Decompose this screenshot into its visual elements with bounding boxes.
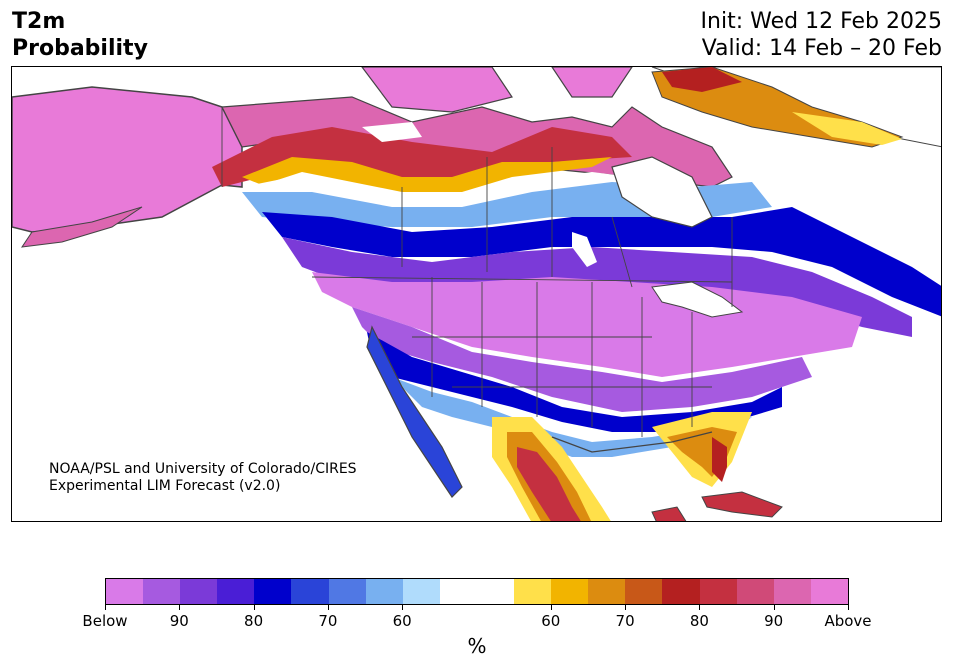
band-cold-blue: [262, 207, 941, 317]
title-probability: Probability: [12, 36, 148, 61]
colorbar-tick-label: 60: [392, 612, 412, 630]
band-canada-orange: [242, 157, 612, 192]
map-canvas: [12, 67, 941, 521]
central-america-red: [651, 506, 687, 521]
band-south-purple: [352, 307, 812, 412]
colorbar-tick-label: 70: [318, 612, 338, 630]
hudson-bay: [611, 156, 713, 228]
colorbar-tick: [699, 605, 701, 610]
land-west-coast: [366, 325, 463, 498]
gulf-coast: [551, 431, 713, 453]
colorbar-segment: [662, 579, 700, 604]
band-canada-warm: [212, 127, 632, 187]
cuba-red: [701, 491, 783, 518]
colorbar-tick-label: 70: [615, 612, 635, 630]
colorbar-segment: [699, 579, 737, 604]
land-arctic-islands: [361, 67, 633, 113]
great-slave-lake: [482, 185, 522, 195]
credit-text: NOAA/PSL and University of Colorado/CIRE…: [49, 461, 357, 495]
land-east-arctic-red: [662, 67, 742, 92]
colorbar-tick-label: Below: [82, 612, 128, 630]
political-borders: [221, 107, 733, 437]
colorbar-tick: [550, 605, 552, 610]
colorbar-segment: [217, 579, 255, 604]
colorbar-tick-label: 80: [244, 612, 264, 630]
colorbar-segment: [810, 579, 848, 604]
colorbar-tick-label: Above: [824, 612, 872, 630]
band-canada-white: [252, 172, 632, 202]
colorbar-tick-label: 90: [169, 612, 189, 630]
interior-strong-below: [312, 272, 862, 377]
colorbar-tick-label: 80: [689, 612, 709, 630]
init-date: Init: Wed 12 Feb 2025: [700, 9, 942, 34]
colorbar-tick: [327, 605, 329, 610]
colorbar-segment: [514, 579, 552, 604]
colorbar-tick: [625, 605, 627, 610]
colorbar-segment: [254, 579, 292, 604]
colorbar-tick: [848, 605, 849, 610]
great-lakes: [651, 281, 744, 318]
land-alaska-peninsula: [20, 206, 143, 248]
valid-range: Valid: 14 Feb – 20 Feb: [701, 36, 942, 61]
map-title: T2m Probability: [12, 8, 148, 62]
mexico-red: [517, 447, 581, 521]
colorbar-unit: %: [467, 634, 487, 658]
colorbar-segment: [773, 579, 811, 604]
colorbar-segment: [551, 579, 589, 604]
colorbar-tick-label: 60: [541, 612, 561, 630]
band-south-blue: [367, 332, 782, 432]
colorbar: [105, 578, 849, 605]
land-alaska: [12, 86, 243, 233]
colorbar-tick: [179, 605, 181, 610]
forecast-map: [11, 66, 942, 522]
colorbar-tick: [402, 605, 404, 610]
lake-winnipeg: [572, 232, 597, 267]
date-info: Init: Wed 12 Feb 2025 Valid: 14 Feb – 20…: [701, 8, 942, 62]
colorbar-segment: [365, 579, 403, 604]
florida-red: [712, 437, 727, 482]
colorbar-tick: [773, 605, 775, 610]
colorbar-segment: [588, 579, 626, 604]
title-variable: T2m: [12, 9, 66, 34]
colorbar-segment: [143, 579, 181, 604]
colorbar-segment: [736, 579, 774, 604]
land-east-arctic-yellow: [792, 112, 902, 145]
colorbar-segment: [439, 579, 477, 604]
great-bear-lake: [362, 122, 422, 142]
credit-line-2: Experimental LIM Forecast (v2.0): [49, 478, 281, 494]
colorbar-tick: [105, 605, 106, 610]
colorbar-segment: [291, 579, 329, 604]
colorbar-segment: [476, 579, 515, 604]
colorbar-tick-label: 90: [764, 612, 784, 630]
colorbar-segment: [180, 579, 218, 604]
colorbar-segment: [106, 579, 144, 604]
colorbar-segment: [328, 579, 366, 604]
credit-line-1: NOAA/PSL and University of Colorado/CIRE…: [49, 461, 357, 477]
colorbar-segment: [402, 579, 440, 604]
colorbar-tick: [253, 605, 255, 610]
colorbar-segment: [625, 579, 663, 604]
